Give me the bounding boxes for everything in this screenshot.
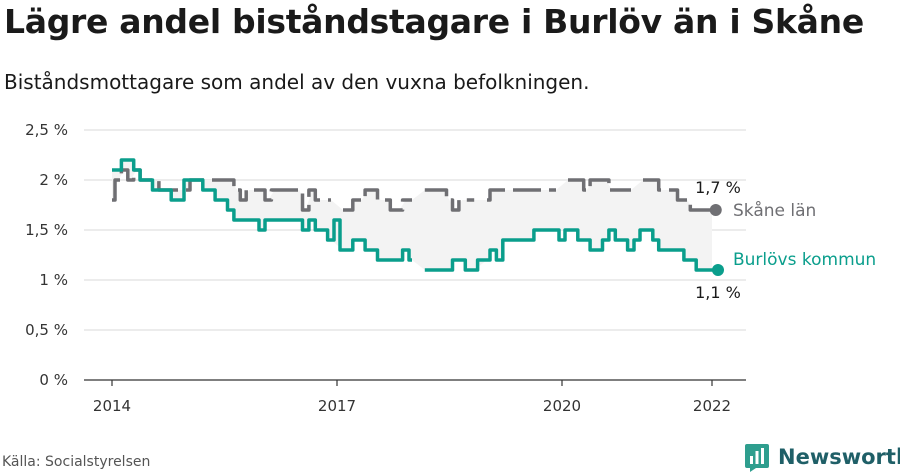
source-note: Källa: Socialstyrelsen bbox=[2, 454, 151, 470]
end-value-burlov: 1,1 % bbox=[695, 283, 741, 302]
x-axis: 2014 2017 2020 2022 bbox=[93, 380, 731, 415]
y-tick-label: 0,5 % bbox=[25, 321, 68, 339]
newsworthy-logo-icon bbox=[745, 444, 769, 472]
series-line-burl-vs-kommun bbox=[112, 158, 412, 262]
brand: Newsworthy bbox=[744, 440, 900, 474]
series-line-sk-ne-l-n bbox=[643, 178, 712, 212]
series-line-sk-ne-l-n bbox=[343, 188, 412, 212]
y-tick-label: 2,5 % bbox=[25, 121, 68, 139]
end-point-burlov bbox=[712, 264, 724, 276]
y-tick-label: 1 % bbox=[39, 271, 68, 289]
y-axis: 0 % 0,5 % 1 % 1,5 % 2 % 2,5 % bbox=[25, 121, 68, 389]
chart-title: Lägre andel biståndstagare i Burlöv än i… bbox=[4, 2, 864, 41]
y-tick-label: 1,5 % bbox=[25, 221, 68, 239]
y-tick-label: 0 % bbox=[39, 371, 68, 389]
series-name-skane: Skåne län bbox=[733, 200, 816, 221]
series-labels: Skåne län Burlövs kommun 1,7 % 1,1 % bbox=[695, 178, 876, 302]
series-lines bbox=[112, 158, 718, 272]
series-line-sk-ne-l-n bbox=[568, 178, 631, 192]
end-value-skane: 1,7 % bbox=[695, 178, 741, 197]
series-name-burlov: Burlövs kommun bbox=[733, 250, 876, 270]
x-tick-label: 2014 bbox=[93, 397, 131, 415]
series-line-sk-ne-l-n bbox=[424, 188, 475, 212]
y-tick-label: 2 % bbox=[39, 171, 68, 189]
x-tick-label: 2022 bbox=[693, 397, 731, 415]
series-line-burl-vs-kommun bbox=[424, 228, 718, 272]
chart-subtitle: Biståndsmottagare som andel av den vuxna… bbox=[4, 70, 590, 94]
series-line-sk-ne-l-n bbox=[487, 188, 556, 202]
end-point-skane bbox=[709, 204, 722, 216]
difference-band bbox=[112, 160, 712, 270]
x-tick-label: 2017 bbox=[318, 397, 356, 415]
x-tick-label: 2020 bbox=[543, 397, 581, 415]
brand-name: Newsworthy bbox=[778, 445, 900, 469]
gap-area bbox=[112, 160, 712, 270]
